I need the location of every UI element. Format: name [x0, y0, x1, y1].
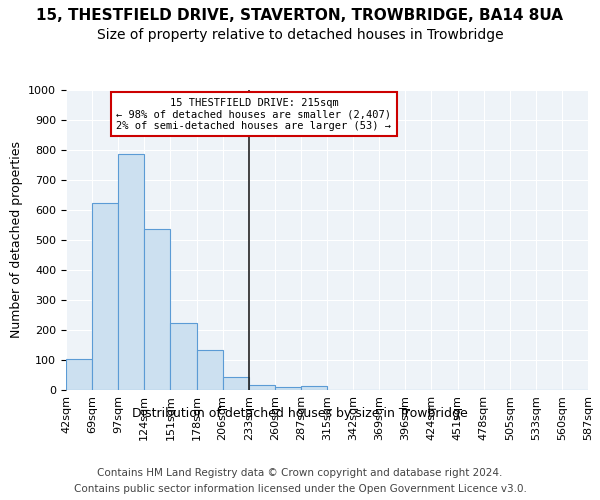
Text: 15 THESTFIELD DRIVE: 215sqm
← 98% of detached houses are smaller (2,407)
2% of s: 15 THESTFIELD DRIVE: 215sqm ← 98% of det…	[116, 98, 391, 130]
Bar	[170, 324, 197, 390]
Bar	[92, 203, 118, 390]
Bar	[223, 378, 249, 390]
Bar	[275, 387, 301, 390]
Text: 15, THESTFIELD DRIVE, STAVERTON, TROWBRIDGE, BA14 8UA: 15, THESTFIELD DRIVE, STAVERTON, TROWBRI…	[37, 8, 563, 22]
Text: Contains public sector information licensed under the Open Government Licence v3: Contains public sector information licen…	[74, 484, 526, 494]
Text: Size of property relative to detached houses in Trowbridge: Size of property relative to detached ho…	[97, 28, 503, 42]
Bar	[145, 229, 170, 390]
Text: Distribution of detached houses by size in Trowbridge: Distribution of detached houses by size …	[132, 408, 468, 420]
Text: Contains HM Land Registry data © Crown copyright and database right 2024.: Contains HM Land Registry data © Crown c…	[97, 468, 503, 477]
Bar	[66, 359, 92, 390]
Bar	[197, 350, 223, 390]
Bar	[118, 154, 145, 390]
Bar	[301, 386, 327, 390]
Y-axis label: Number of detached properties: Number of detached properties	[10, 142, 23, 338]
Bar	[249, 385, 275, 390]
